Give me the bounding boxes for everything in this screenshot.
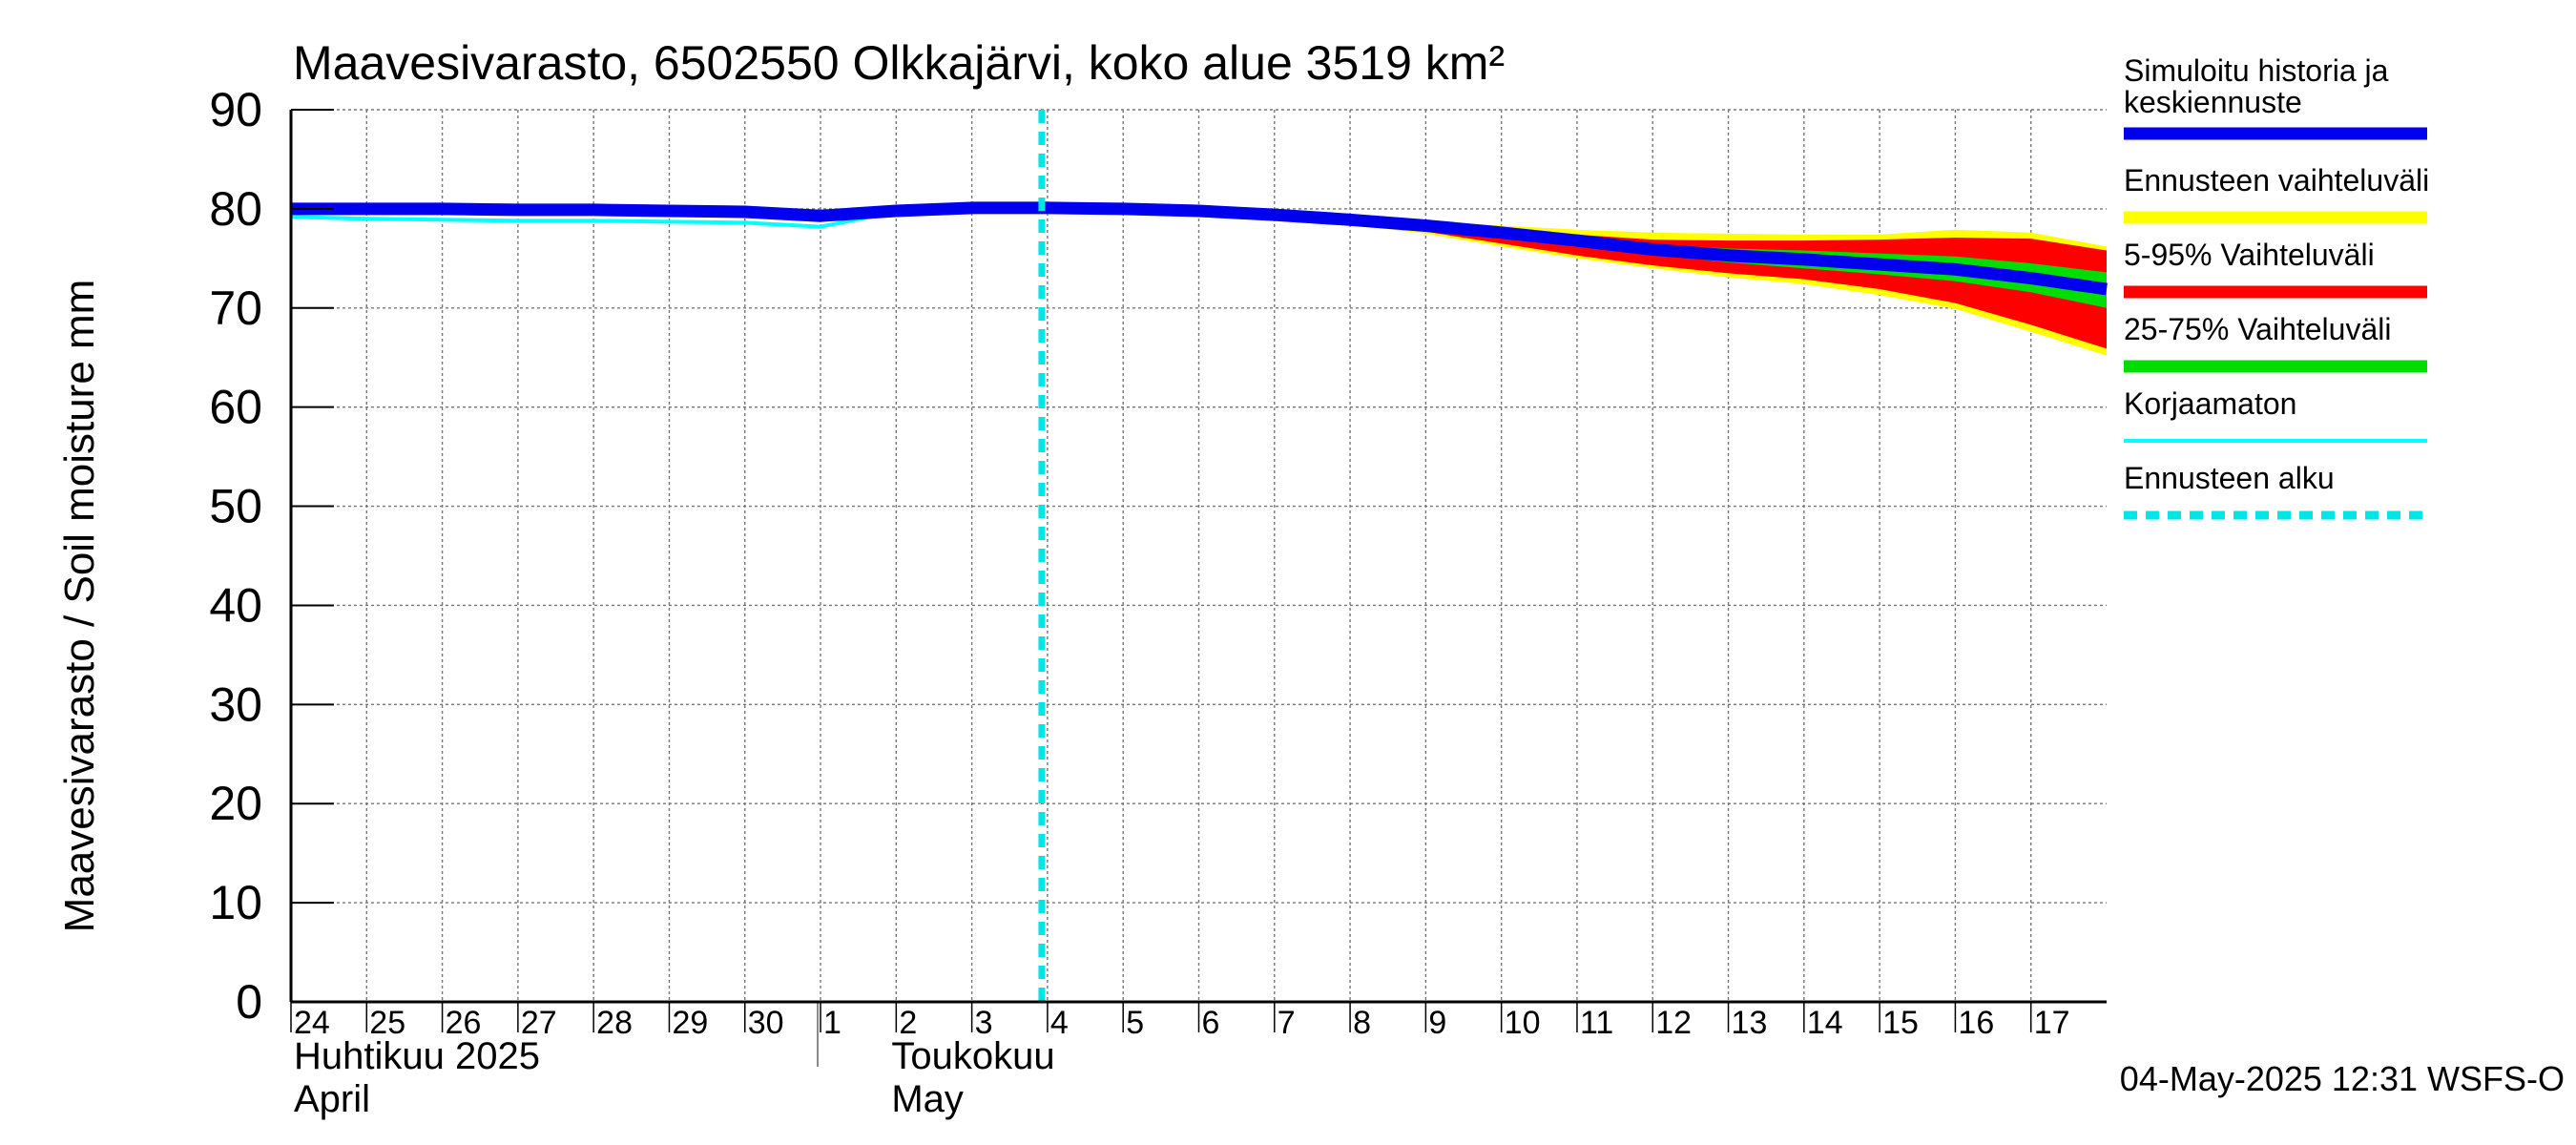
series-lines	[290, 110, 2108, 1002]
x-tick-label: 8	[1353, 1005, 1371, 1041]
x-tick-label: 25	[369, 1005, 405, 1041]
line-simuloitu-keskiennuste	[291, 201, 2108, 296]
y-tick-label: 30	[209, 677, 262, 731]
x-tick-label: 27	[521, 1005, 557, 1041]
y-tick-label: 70	[209, 281, 262, 335]
y-tick-label: 20	[209, 777, 262, 830]
x-tick-label: 10	[1505, 1005, 1541, 1041]
chart-title: Maavesivarasto, 6502550 Olkkajärvi, koko…	[293, 36, 1505, 90]
x-tick-label: 16	[1958, 1005, 1994, 1041]
x-tick-label: 29	[672, 1005, 708, 1041]
x-tick-label: 24	[294, 1005, 330, 1041]
month-label-fi: Toukokuu	[891, 1035, 1054, 1077]
grid	[291, 109, 2107, 1002]
timestamp-footer: 04-May-2025 12:31 WSFS-O	[2120, 1059, 2565, 1098]
y-tick-label: 40	[209, 578, 262, 632]
x-tick-label: 1	[823, 1005, 841, 1041]
legend-label: Ennusteen vaihteluväli	[2124, 163, 2429, 198]
x-tick-label: 15	[1882, 1005, 1919, 1041]
month-label-fi: Huhtikuu 2025	[294, 1035, 540, 1077]
x-tick-label: 17	[2034, 1005, 2070, 1041]
legend-label: keskiennuste	[2124, 85, 2302, 119]
y-tick-label: 90	[209, 83, 262, 136]
x-tick-label: 11	[1580, 1005, 1613, 1041]
x-tick-label: 5	[1126, 1005, 1144, 1041]
x-tick-label: 28	[596, 1005, 633, 1041]
y-tick-label: 0	[236, 975, 262, 1029]
x-tick-label: 12	[1655, 1005, 1692, 1041]
x-tick-label: 26	[446, 1005, 482, 1041]
month-label-en: April	[294, 1078, 370, 1120]
month-label-en: May	[891, 1078, 964, 1120]
x-tick-label: 4	[1050, 1005, 1069, 1041]
forecast-bands	[1047, 206, 2107, 356]
legend-label: Korjaamaton	[2124, 386, 2296, 421]
legend-label: Simuloitu historia ja	[2124, 53, 2389, 88]
y-tick-label: 50	[209, 480, 262, 533]
x-tick-label: 6	[1202, 1005, 1220, 1041]
x-tick-label: 13	[1732, 1005, 1768, 1041]
x-tick-label: 9	[1428, 1005, 1446, 1041]
legend-label: 5-95% Vaihteluväli	[2124, 238, 2375, 272]
band-5-95	[1047, 206, 2107, 349]
legend-label: 25-75% Vaihteluväli	[2124, 312, 2391, 346]
y-tick-label: 60	[209, 381, 262, 434]
x-tick-label: 30	[748, 1005, 784, 1041]
legend-label: Ennusteen alku	[2124, 461, 2335, 495]
x-tick-label: 2	[899, 1005, 917, 1041]
y-tick-label: 10	[209, 876, 262, 929]
x-tick-label: 14	[1807, 1005, 1843, 1041]
x-tick-label: 7	[1278, 1005, 1296, 1041]
band-25-75	[1047, 207, 2107, 308]
y-tick-label: 80	[209, 182, 262, 236]
x-tick-label: 3	[975, 1005, 993, 1041]
y-axis-label: Maavesivarasto / Soil moisture mm	[56, 280, 103, 933]
